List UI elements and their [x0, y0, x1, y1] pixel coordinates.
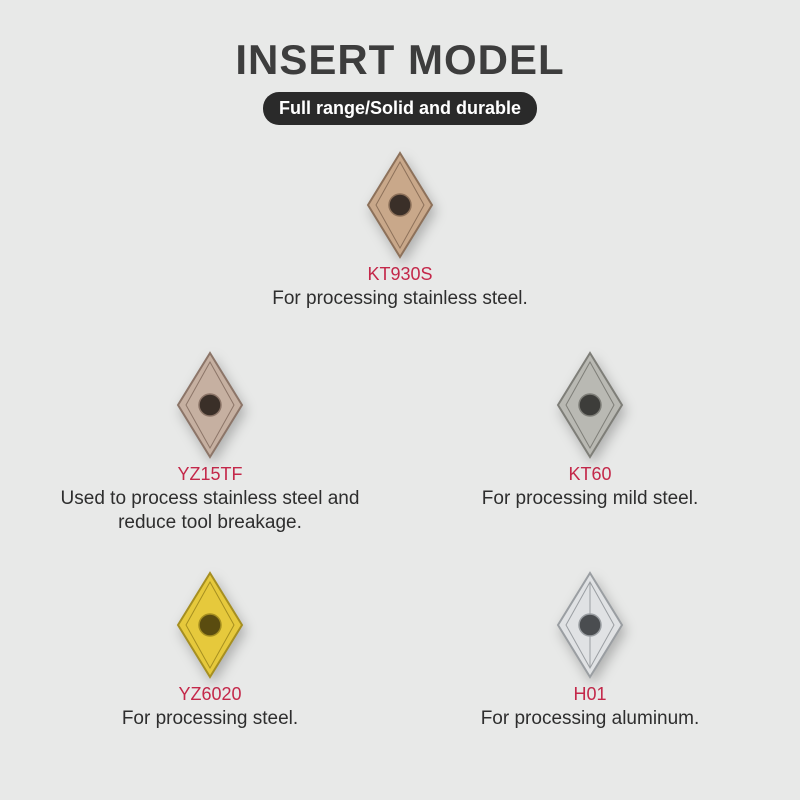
product-code: KT930S: [250, 264, 550, 285]
product-item: YZ6020 For processing steel.: [60, 570, 360, 731]
product-item: H01 For processing aluminum.: [440, 570, 740, 731]
insert-icon: [555, 350, 625, 460]
insert-icon: [175, 350, 245, 460]
subtitle-pill: Full range/Solid and durable: [263, 92, 537, 125]
product-code: YZ6020: [60, 684, 360, 705]
product-desc: Used to process stainless steel and redu…: [60, 487, 360, 535]
product-item: KT60 For processing mild steel.: [440, 350, 740, 511]
insert-icon: [555, 570, 625, 680]
product-item: KT930S For processing stainless steel.: [250, 150, 550, 311]
insert-icon: [365, 150, 435, 260]
product-code: KT60: [440, 464, 740, 485]
product-desc: For processing steel.: [60, 707, 360, 731]
product-desc: For processing stainless steel.: [250, 287, 550, 311]
insert-icon: [175, 570, 245, 680]
product-desc: For processing aluminum.: [440, 707, 740, 731]
product-code: YZ15TF: [60, 464, 360, 485]
product-desc: For processing mild steel.: [440, 487, 740, 511]
infographic-root: INSERT MODEL Full range/Solid and durabl…: [0, 0, 800, 800]
product-item: YZ15TF Used to process stainless steel a…: [60, 350, 360, 535]
product-code: H01: [440, 684, 740, 705]
page-title: INSERT MODEL: [0, 0, 800, 84]
